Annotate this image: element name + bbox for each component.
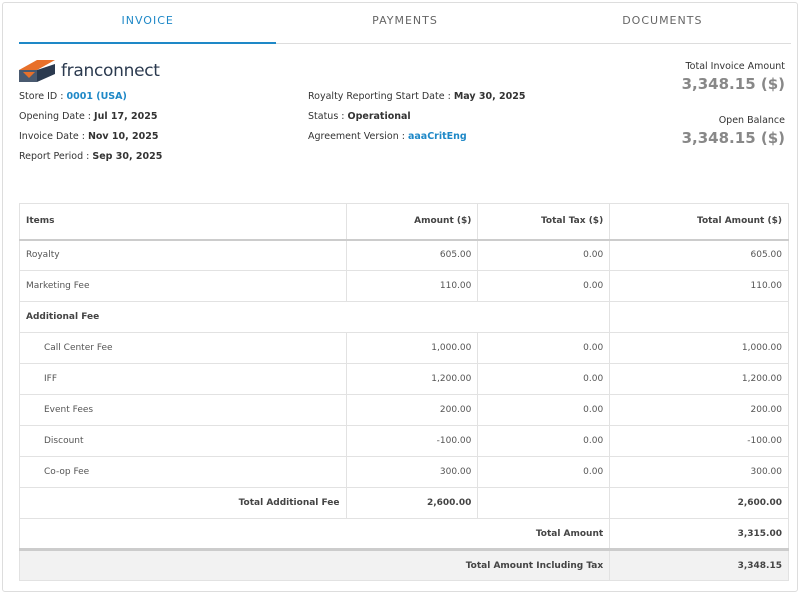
open-balance-value: 3,348.15 ($): [681, 129, 785, 147]
item-amount: 110.00: [345, 270, 479, 302]
total-amount-label: Total Amount: [18, 518, 611, 550]
total-including-tax-label: Total Amount Including Tax: [18, 548, 611, 581]
report-period-value: Sep 30, 2025: [92, 151, 163, 162]
sub-item-amount: 1,000.00: [345, 332, 479, 364]
item-name: Royalty: [19, 239, 347, 271]
column-header-total-tax: Total Tax ($): [477, 203, 611, 241]
agreement-info: Royalty Reporting Start Date : May 30, 2…: [308, 87, 525, 147]
total-additional-fee-amount: 2,600.00: [345, 487, 479, 519]
sub-item-amount: -100.00: [345, 425, 479, 457]
agreement-row: Agreement Version : aaaCritEng: [308, 127, 525, 147]
store-info: Store ID : 0001 (USA) Opening Date : Jul…: [19, 87, 162, 167]
table-row: IFF 1,200.00 0.00 1,200.00: [19, 363, 789, 395]
total-additional-fee-row: Total Additional Fee 2,600.00 2,600.00: [19, 487, 789, 519]
royalty-start-value: May 30, 2025: [453, 91, 526, 102]
sub-item-total: 1,000.00: [609, 332, 789, 364]
item-name: Marketing Fee: [19, 270, 347, 302]
agreement-label: Agreement Version :: [308, 131, 408, 142]
sub-item-total: 1,200.00: [609, 363, 789, 395]
table-row: Marketing Fee 110.00 0.00 110.00: [19, 270, 789, 302]
agreement-version-link[interactable]: aaaCritEng: [407, 131, 467, 142]
total-amount-value: 3,315.00: [609, 518, 789, 550]
column-header-amount: Amount ($): [345, 203, 479, 241]
additional-fee-heading: Additional Fee: [18, 301, 611, 333]
opening-date-row: Opening Date : Jul 17, 2025: [19, 107, 162, 127]
sub-item-tax: 0.00: [477, 456, 611, 488]
empty-cell: [477, 487, 611, 519]
sub-item-total: 300.00: [609, 456, 789, 488]
invoice-totals: Total Invoice Amount 3,348.15 ($) Open B…: [682, 61, 785, 147]
table-row: Event Fees 200.00 0.00 200.00: [19, 394, 789, 426]
invoice-date-row: Invoice Date : Nov 10, 2025: [19, 127, 162, 147]
sub-item-name: Event Fees: [19, 394, 347, 426]
table-row: Royalty 605.00 0.00 605.00: [19, 239, 789, 271]
sub-item-total: -100.00: [609, 425, 789, 457]
report-period-row: Report Period : Sep 30, 2025: [19, 147, 162, 167]
sub-item-name: Call Center Fee: [19, 332, 347, 364]
status-value: Operational: [347, 111, 411, 122]
report-period-label: Report Period :: [19, 151, 93, 162]
invoice-date-label: Invoice Date :: [19, 131, 88, 142]
status-row: Status : Operational: [308, 107, 525, 127]
additional-fee-group-row: Additional Fee: [18, 301, 789, 333]
item-tax: 0.00: [477, 239, 611, 271]
total-additional-fee-total: 2,600.00: [609, 487, 789, 519]
store-id-row: Store ID : 0001 (USA): [19, 87, 162, 107]
sub-item-amount: 200.00: [345, 394, 479, 426]
table-header-row: Items Amount ($) Total Tax ($) Total Amo…: [19, 203, 789, 241]
store-id-label: Store ID :: [19, 91, 67, 102]
royalty-start-label: Royalty Reporting Start Date :: [308, 91, 454, 102]
franconnect-logo: franconnect: [19, 58, 160, 84]
invoice-date-value: Nov 10, 2025: [87, 131, 159, 142]
sub-item-amount: 1,200.00: [345, 363, 479, 395]
sub-item-tax: 0.00: [477, 363, 611, 395]
sub-item-name: IFF: [19, 363, 347, 395]
sub-item-tax: 0.00: [477, 332, 611, 364]
table-row: Co-op Fee 300.00 0.00 300.00: [19, 456, 789, 488]
total-including-tax-row: Total Amount Including Tax 3,348.15: [18, 548, 789, 581]
item-amount: 605.00: [345, 239, 479, 271]
open-balance-label: Open Balance: [718, 115, 785, 126]
status-label: Status :: [308, 111, 348, 122]
sub-item-tax: 0.00: [477, 394, 611, 426]
item-tax: 0.00: [477, 270, 611, 302]
empty-cell: [609, 301, 789, 333]
store-id-link[interactable]: 0001 (USA): [66, 91, 127, 102]
item-total: 110.00: [609, 270, 789, 302]
sub-item-tax: 0.00: [477, 425, 611, 457]
tab-payments[interactable]: PAYMENTS: [372, 14, 438, 27]
tab-bar: INVOICE PAYMENTS DOCUMENTS: [19, 3, 791, 44]
total-additional-fee-label: Total Additional Fee: [19, 487, 347, 519]
table-row: Call Center Fee 1,000.00 0.00 1,000.00: [19, 332, 789, 364]
column-header-total-amount: Total Amount ($): [609, 203, 789, 241]
table-row: Discount -100.00 0.00 -100.00: [19, 425, 789, 457]
total-including-tax-value: 3,348.15: [609, 548, 789, 581]
logo-text: franconnect: [61, 61, 160, 81]
tab-documents[interactable]: DOCUMENTS: [622, 14, 703, 27]
total-invoice-label: Total Invoice Amount: [685, 61, 785, 72]
invoice-items-table: Items Amount ($) Total Tax ($) Total Amo…: [18, 203, 789, 581]
total-invoice-value: 3,348.15 ($): [681, 75, 785, 93]
tab-invoice[interactable]: INVOICE: [19, 3, 277, 44]
item-total: 605.00: [609, 239, 789, 271]
franconnect-logo-icon: [19, 60, 55, 82]
opening-date-label: Opening Date :: [19, 111, 95, 122]
sub-item-name: Discount: [19, 425, 347, 457]
opening-date-value: Jul 17, 2025: [94, 111, 158, 122]
sub-item-name: Co-op Fee: [19, 456, 347, 488]
total-amount-row: Total Amount 3,315.00: [18, 518, 789, 550]
royalty-start-row: Royalty Reporting Start Date : May 30, 2…: [308, 87, 525, 107]
column-header-items: Items: [19, 203, 347, 241]
sub-item-total: 200.00: [609, 394, 789, 426]
sub-item-amount: 300.00: [345, 456, 479, 488]
